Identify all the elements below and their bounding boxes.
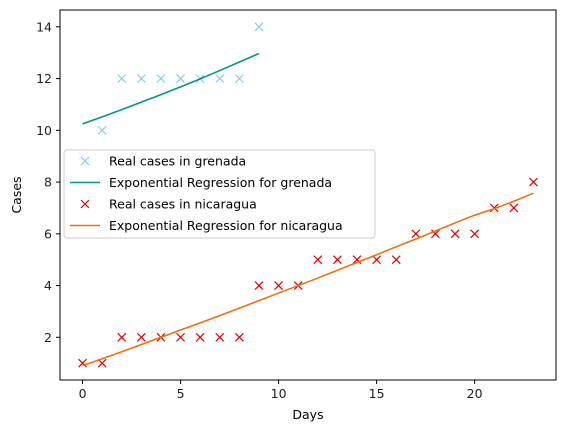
x-axis: 0 5 10 15 20 [79, 380, 483, 401]
x-tick-label: 15 [369, 386, 385, 401]
data-point [254, 22, 264, 32]
data-point [176, 74, 185, 83]
legend-entry-label: Real cases in grenada [109, 154, 246, 169]
data-point [274, 281, 284, 290]
legend-entry-label: Exponential Regression for grenada [109, 175, 332, 190]
y-tick-label: 8 [44, 175, 52, 190]
data-point [509, 203, 519, 213]
data-point [78, 358, 87, 368]
y-tick-label: 4 [44, 278, 52, 293]
x-tick-label: 5 [177, 386, 185, 401]
data-point [332, 255, 342, 265]
plot-area [78, 22, 538, 368]
data-point [254, 281, 264, 290]
data-point [234, 74, 244, 83]
data-point [234, 332, 244, 342]
data-point [470, 229, 480, 239]
legend-marker-swatch [80, 156, 90, 166]
data-point [391, 255, 401, 265]
data-point [176, 332, 185, 342]
x-tick-label: 20 [467, 386, 483, 401]
y-tick-label: 12 [36, 71, 52, 86]
data-point [215, 332, 225, 342]
plot-frame [59, 9, 557, 381]
y-tick-label: 14 [36, 19, 52, 34]
data-point [97, 125, 107, 135]
data-point [313, 255, 323, 265]
y-tick-label: 2 [44, 330, 52, 345]
data-point [136, 332, 146, 342]
data-point [431, 229, 440, 239]
legend: Real cases in grenada Exponential Regress… [63, 149, 376, 239]
data-point [136, 74, 146, 83]
legend-box [63, 149, 376, 239]
y-tick-label: 10 [36, 123, 52, 138]
data-point [529, 177, 538, 187]
data-point [372, 255, 382, 265]
x-tick-label: 10 [271, 386, 287, 401]
data-point [117, 74, 127, 83]
y-tick-label: 6 [44, 226, 52, 241]
x-tick-label: 0 [79, 386, 87, 401]
x-axis-label: Days [292, 407, 323, 422]
data-point [156, 74, 166, 83]
regression-line [82, 52, 260, 125]
legend-entry-label: Real cases in nicaragua [109, 197, 257, 212]
legend-entry-label: Exponential Regression for nicaragua [109, 218, 343, 233]
legend-marker-swatch [80, 199, 90, 209]
data-point [411, 229, 421, 239]
data-point [352, 255, 362, 265]
data-point [215, 74, 225, 83]
data-point [195, 332, 205, 342]
y-axis: 2 4 6 8 10 12 14 [36, 19, 60, 345]
data-point [117, 332, 127, 342]
data-point [450, 229, 460, 239]
y-axis-label: Cases [9, 176, 24, 213]
regression-line [82, 192, 534, 367]
